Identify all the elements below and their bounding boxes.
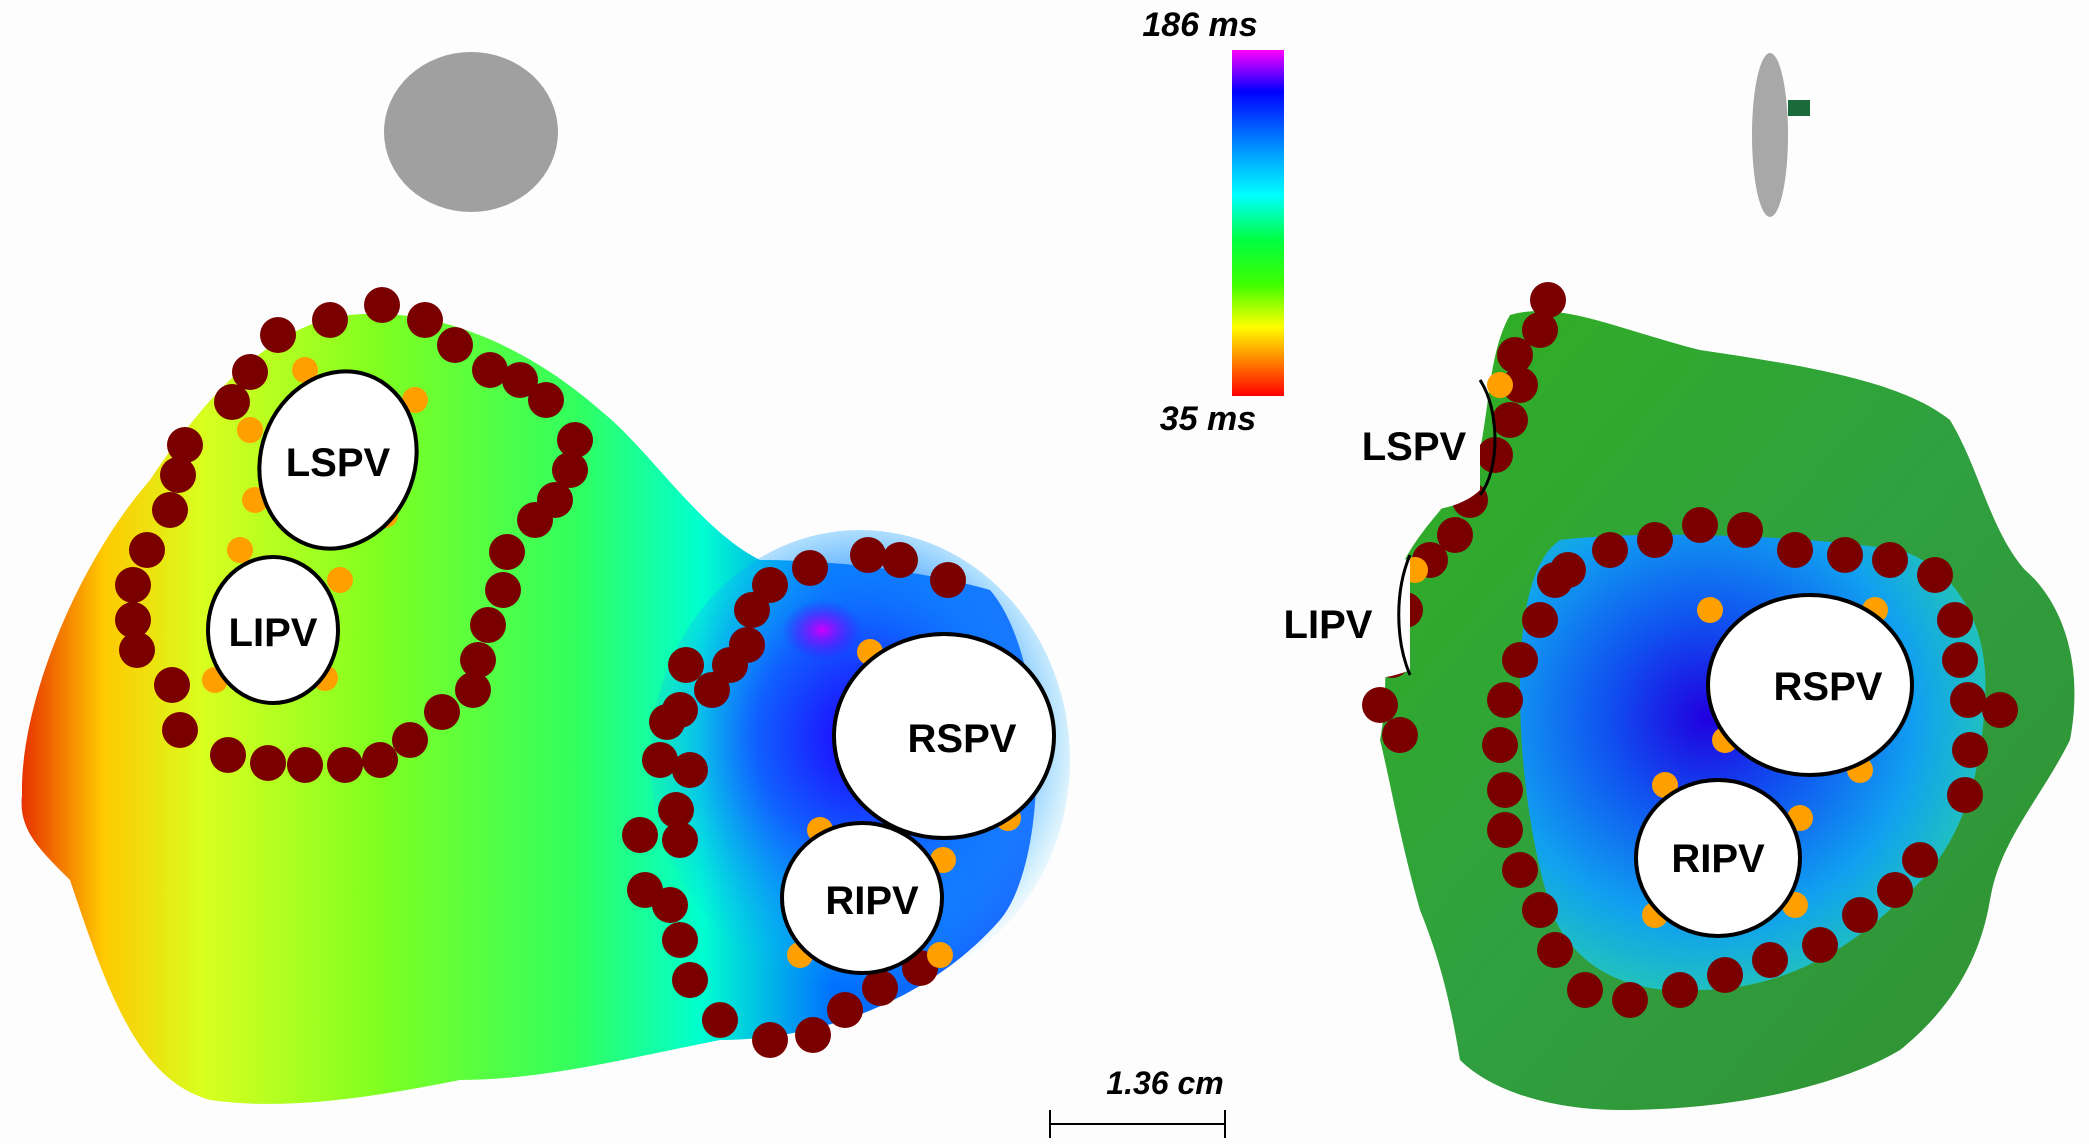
rspv-label: RSPV (1774, 665, 1883, 709)
lipv-label: LIPV (1284, 603, 1373, 647)
scale-bar: 1.36 cm (1049, 1065, 1226, 1138)
colorbar-min-label: 35 ms (1160, 400, 1256, 438)
orientation-sphere (384, 52, 558, 212)
colorbar-max-label: 186 ms (1142, 6, 1257, 44)
rspv-label: RSPV (908, 717, 1017, 761)
latest-activation-spot (782, 600, 862, 660)
left-view-lspv: LSPV (257, 369, 419, 551)
ablation-lesions-left (115, 287, 966, 1058)
left-atrium-view: LSPV LIPV RSPV RIPV (21, 52, 1070, 1104)
lipv-label: LIPV (229, 611, 318, 655)
right-view-rspv: RSPV (1706, 593, 1914, 777)
right-view-ripv: RIPV (1634, 778, 1802, 938)
ripv-label: RIPV (1671, 837, 1765, 881)
lspv-label: LSPV (1362, 425, 1467, 469)
ablation-lesions-right (1362, 282, 2018, 1018)
right-atrium-view: LSPV LIPV RSPV RIPV (1267, 53, 2075, 1110)
left-view-rspv: RSPV (832, 632, 1056, 840)
scale-bar-label: 1.36 cm (1106, 1065, 1223, 1101)
right-view-lspv: LSPV (1338, 359, 1497, 511)
orientation-disc (1752, 53, 1810, 217)
left-view-ripv: RIPV (780, 821, 944, 975)
left-view-lipv: LIPV (206, 555, 340, 705)
ripv-label: RIPV (825, 879, 919, 923)
activation-colorbar: 186 ms 35 ms (1142, 6, 1284, 438)
lspv-label: LSPV (286, 441, 391, 485)
colorbar-ramp (1232, 50, 1284, 396)
right-view-lipv: LIPV (1267, 554, 1412, 682)
